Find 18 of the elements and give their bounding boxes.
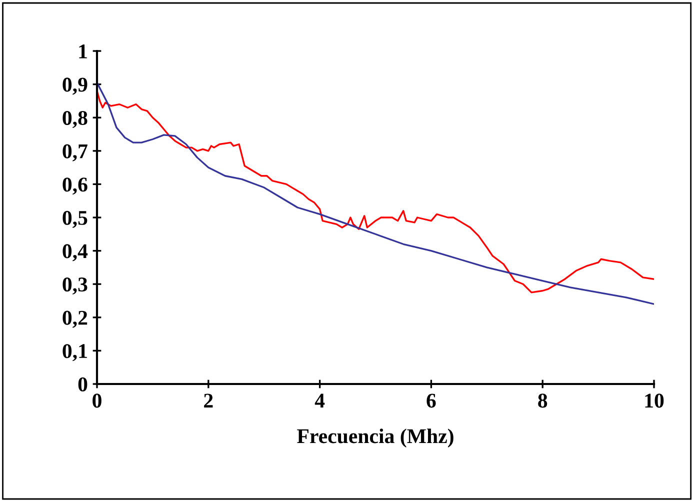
y-tick-label: 0,8: [62, 110, 88, 128]
y-tick-label: 0: [78, 377, 88, 392]
y-tick-label: 0,3: [62, 277, 88, 295]
y-tick-label: 1: [79, 44, 87, 58]
x-tick-label: 2: [204, 394, 213, 408]
y-tick-label: 0,7: [62, 144, 88, 162]
y-tick-label: 0,6: [62, 178, 88, 195]
x-axis-title: Frecuencia (Mhz): [297, 428, 454, 448]
y-tick-label: 0,1: [62, 344, 87, 362]
x-tick-label: 8: [538, 394, 548, 408]
y-tick-label: 0,5: [62, 210, 88, 228]
x-tick-label: 10: [645, 394, 664, 408]
y-tick-label: 0,4: [62, 244, 88, 262]
x-tick-label: 0: [92, 394, 102, 408]
y-tick-label: 0,9: [62, 78, 88, 95]
y-tick-label: 0,2: [62, 310, 88, 328]
x-tick-label: 4: [314, 394, 325, 408]
x-tick-label: 6: [426, 394, 436, 408]
